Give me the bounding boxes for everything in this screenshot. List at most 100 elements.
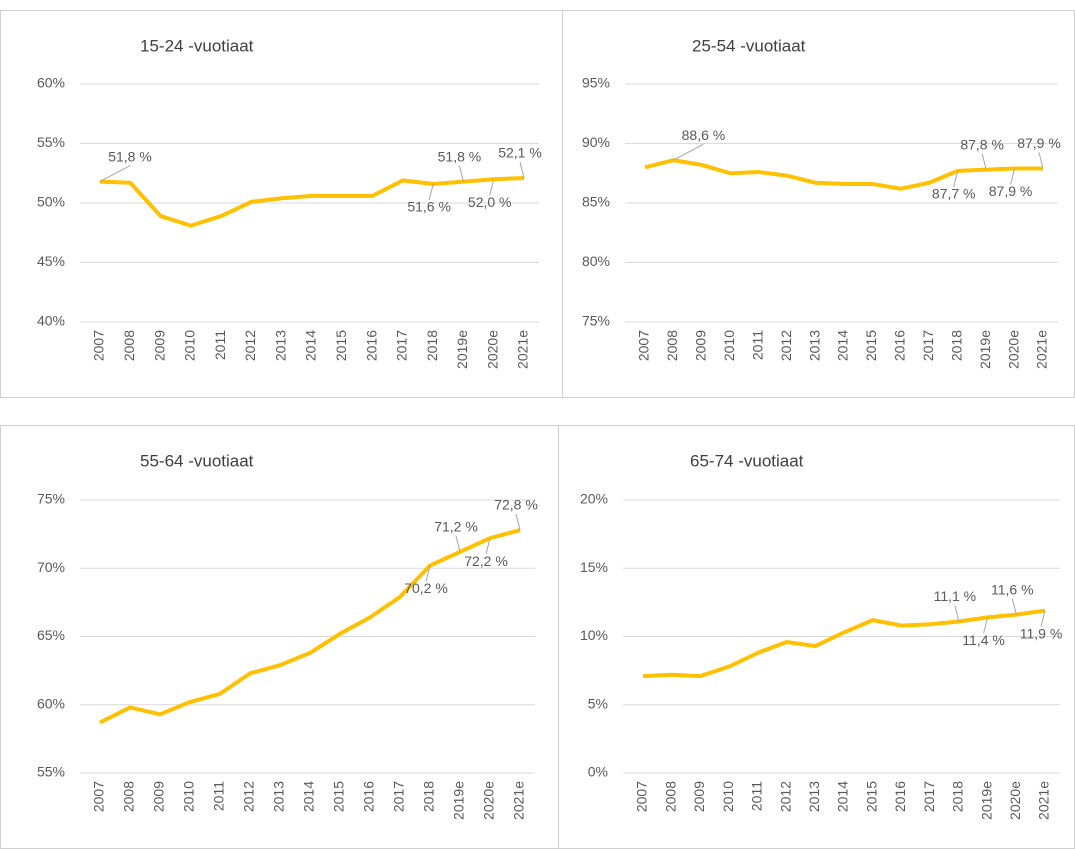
x-tick-label: 2011 [211,781,227,811]
x-tick-label: 2017 [394,330,410,361]
x-tick-label: 2013 [271,781,287,812]
x-tick-label: 2015 [333,330,349,361]
x-tick-label: 2016 [361,781,377,812]
x-tick-label: 2017 [921,781,937,812]
data-line [99,528,521,725]
chart-panel: 65-74 -vuotiaat 0% 5% 10% 15% 20% 2007 2008 2009… [558,425,1075,849]
y-tick-label: 45% [37,253,65,269]
x-tick-label: 2017 [920,330,936,361]
data-label: 11,9 % [1020,625,1063,641]
x-tick-label: 2020e [481,781,497,820]
data-label: 71,2 % [434,519,478,535]
x-tick-label: 2018 [421,781,437,812]
x-tick-label: 2019e [978,781,994,820]
leader-line [1010,168,1016,185]
leader-line [1040,610,1046,627]
x-tick-label: 2007 [91,781,107,812]
data-label: 72,8 % [494,497,538,513]
data-label: 51,6 % [407,199,451,215]
data-label: 87,7 % [932,186,976,202]
chart-title: 25-54 -vuotiaat [692,36,806,55]
x-tick-label: 2016 [892,781,908,812]
x-tick-label: 2018 [424,330,440,361]
leader-line [455,535,461,552]
x-tick-label: 2010 [182,330,198,361]
y-tick-label: 5% [588,695,608,711]
x-tick-label: 2021e [515,330,531,369]
x-tick-label: 2008 [121,781,137,812]
leader-line [425,565,431,582]
leader-line [428,183,434,201]
x-tick-label: 2021e [1036,781,1052,820]
x-tick-label: 2012 [778,330,794,361]
x-tick-label: 2015 [863,781,879,812]
leader-line [981,153,987,170]
x-tick-label: 2018 [948,330,964,361]
x-tick-label: 2021e [1034,330,1050,369]
x-tick-label: 2008 [662,781,678,812]
leader-line [953,170,959,187]
x-tick-label: 2018 [950,781,966,812]
data-label: 11,6 % [991,581,1034,597]
x-tick-label: 2012 [241,781,257,812]
x-tick-label: 2010 [720,781,736,812]
x-tick-label: 2007 [91,330,107,361]
data-label: 52,1 % [498,145,542,161]
chart-panel: 55-64 -vuotiaat 55% 60% 65% 70% 75% 2007 2008 20… [0,425,559,849]
data-label: 11,4 % [962,632,1005,648]
chart-panel: 15-24 -vuotiaat 40% 45% 50% 55% 60% 2007 2008 20… [0,10,563,398]
x-tick-label: 2014 [835,781,851,812]
chart-title: 15-24 -vuotiaat [140,36,254,55]
x-tick-label: 2011 [212,330,228,360]
leader-line [954,605,960,622]
data-line [642,608,1046,679]
leader-line [489,179,495,196]
y-tick-label: 75% [37,491,65,507]
y-tick-label: 40% [37,313,65,329]
y-tick-label: 95% [582,75,610,91]
y-tick-label: 0% [588,764,608,780]
chart-title: 55-64 -vuotiaat [140,451,254,470]
x-tick-label: 2019e [454,330,470,369]
x-tick-label: 2007 [634,781,650,812]
y-tick-label: 70% [37,559,65,575]
y-tick-label: 10% [580,627,608,643]
leader-line [99,165,131,183]
leader-line [485,538,491,555]
x-tick-label: 2009 [693,330,709,361]
data-label: 70,2 % [404,580,448,596]
x-tick-label: 2010 [181,781,197,812]
x-tick-label: 2009 [151,330,167,361]
chart-panel: 25-54 -vuotiaat 75% 80% 85% 90% 95% 2007 2008 20… [562,10,1075,398]
x-tick-label: 2014 [301,781,317,812]
data-label: 88,6 % [682,127,726,143]
x-tick-label: 2019e [451,781,467,820]
x-tick-label: 2014 [835,330,851,361]
y-tick-label: 80% [582,253,610,269]
x-tick-label: 2015 [863,330,879,361]
leader-line [458,165,464,182]
x-tick-label: 2009 [151,781,167,812]
chart-title: 65-74 -vuotiaat [690,451,804,470]
x-tick-label: 2011 [749,330,765,360]
x-tick-label: 2009 [691,781,707,812]
x-tick-label: 2011 [749,781,765,811]
y-tick-label: 55% [37,134,65,150]
y-tick-label: 90% [582,134,610,150]
data-line [99,176,525,228]
x-tick-label: 2016 [892,330,908,361]
x-tick-label: 2020e [1005,330,1021,369]
leader-line [673,143,704,161]
x-tick-label: 2019e [977,330,993,369]
x-tick-label: 2014 [303,330,319,361]
data-label: 51,8 % [438,148,482,164]
y-tick-label: 55% [37,764,65,780]
data-label: 52,0 % [468,194,512,210]
x-tick-label: 2012 [777,781,793,812]
leader-line [1038,152,1044,169]
leader-line [983,617,989,634]
y-tick-label: 60% [37,695,65,711]
data-line [644,158,1043,191]
x-tick-label: 2008 [664,330,680,361]
